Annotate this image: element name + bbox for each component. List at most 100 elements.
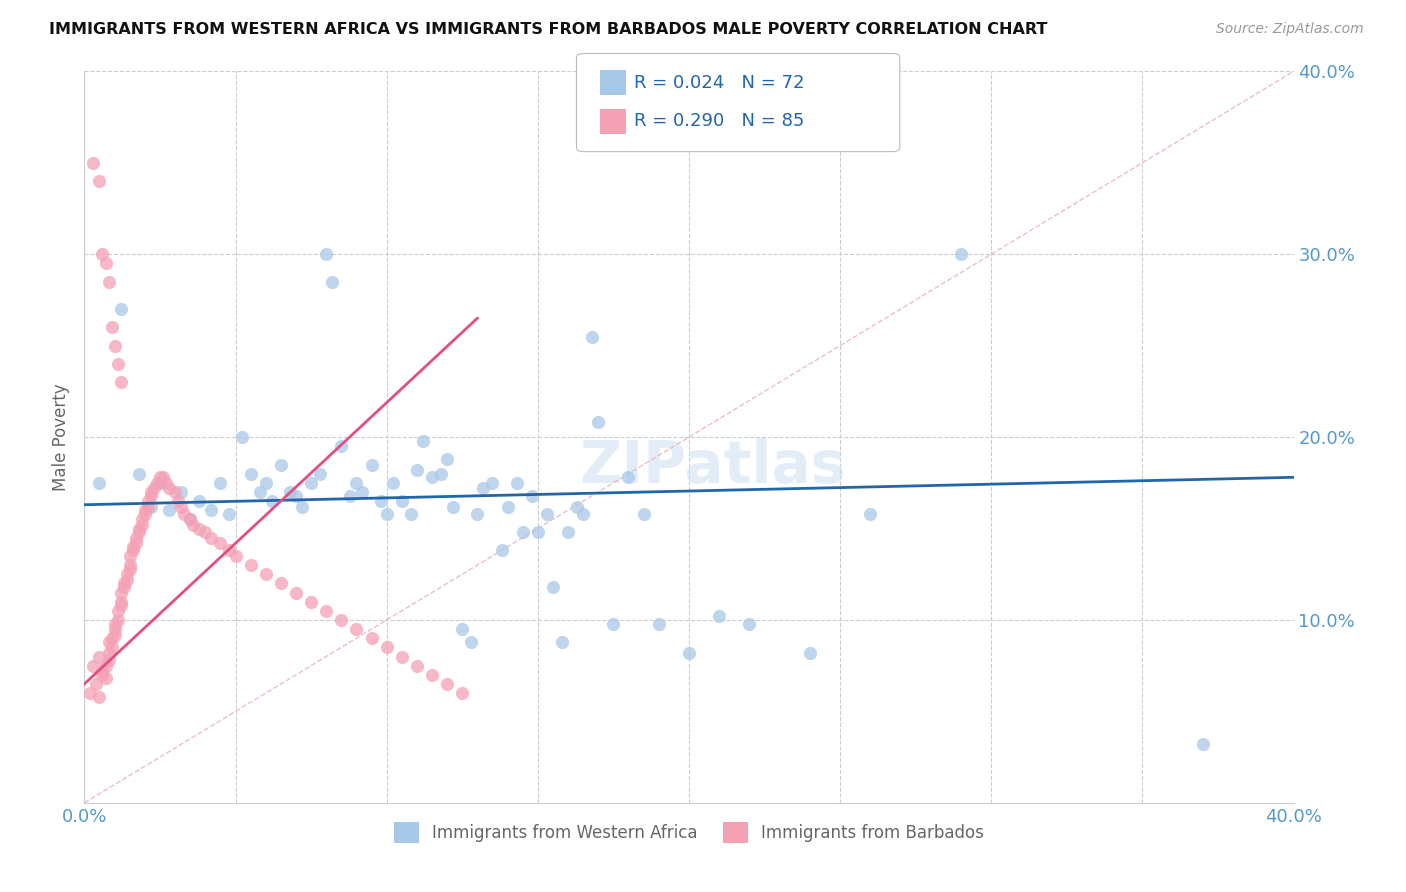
Point bbox=[194, 525, 217, 540]
Point bbox=[285, 585, 308, 599]
Point bbox=[412, 434, 434, 448]
Point bbox=[572, 507, 595, 521]
Point bbox=[79, 686, 101, 700]
Point bbox=[139, 489, 162, 503]
Point bbox=[309, 467, 332, 481]
Point bbox=[157, 481, 180, 495]
Point bbox=[115, 567, 138, 582]
Point bbox=[460, 635, 482, 649]
Point bbox=[299, 475, 322, 490]
Point bbox=[209, 536, 232, 550]
Point bbox=[188, 521, 211, 535]
Point bbox=[200, 531, 222, 545]
Point bbox=[200, 503, 222, 517]
Point bbox=[94, 658, 117, 673]
Point bbox=[420, 667, 443, 681]
Point bbox=[239, 558, 262, 573]
Point bbox=[391, 649, 413, 664]
Point bbox=[254, 475, 277, 490]
Point bbox=[375, 640, 398, 655]
Point bbox=[128, 521, 150, 535]
Point bbox=[128, 525, 150, 540]
Point bbox=[170, 485, 193, 500]
Legend: Immigrants from Western Africa, Immigrants from Barbados: Immigrants from Western Africa, Immigran… bbox=[387, 815, 991, 849]
Point bbox=[115, 573, 138, 587]
Point bbox=[167, 494, 190, 508]
Point bbox=[581, 329, 603, 343]
Point bbox=[557, 525, 579, 540]
Point bbox=[505, 475, 527, 490]
Point bbox=[100, 320, 122, 334]
Point bbox=[121, 543, 143, 558]
Point bbox=[134, 503, 156, 517]
Point bbox=[278, 485, 301, 500]
Text: R = 0.290   N = 85: R = 0.290 N = 85 bbox=[634, 112, 804, 130]
Point bbox=[110, 594, 132, 608]
Point bbox=[360, 458, 382, 472]
Point bbox=[104, 622, 127, 636]
Point bbox=[346, 622, 368, 636]
Point bbox=[225, 549, 247, 563]
Point bbox=[118, 562, 141, 576]
Point bbox=[118, 549, 141, 563]
Point bbox=[139, 500, 162, 514]
Point bbox=[107, 357, 129, 371]
Point bbox=[112, 576, 135, 591]
Point bbox=[112, 580, 135, 594]
Point bbox=[121, 540, 143, 554]
Point bbox=[588, 416, 610, 430]
Point bbox=[467, 507, 489, 521]
Point bbox=[91, 664, 114, 678]
Point bbox=[648, 616, 671, 631]
Point bbox=[134, 507, 156, 521]
Point bbox=[107, 604, 129, 618]
Point bbox=[125, 536, 148, 550]
Point bbox=[285, 489, 308, 503]
Point bbox=[94, 672, 117, 686]
Point bbox=[299, 594, 322, 608]
Point bbox=[512, 525, 534, 540]
Point bbox=[633, 507, 655, 521]
Point bbox=[950, 247, 973, 261]
Point bbox=[110, 599, 132, 613]
Point bbox=[188, 494, 211, 508]
Point bbox=[82, 658, 104, 673]
Point bbox=[128, 467, 150, 481]
Point bbox=[86, 677, 108, 691]
Point bbox=[209, 475, 232, 490]
Point bbox=[399, 507, 422, 521]
Point bbox=[346, 475, 368, 490]
Point bbox=[472, 481, 495, 495]
Point bbox=[330, 439, 353, 453]
Point bbox=[406, 463, 429, 477]
Point bbox=[315, 247, 337, 261]
Point bbox=[97, 275, 120, 289]
Point bbox=[541, 580, 564, 594]
Point bbox=[260, 494, 283, 508]
Point bbox=[370, 494, 392, 508]
Point bbox=[491, 543, 513, 558]
Point bbox=[270, 576, 292, 591]
Point bbox=[330, 613, 353, 627]
Point bbox=[218, 543, 240, 558]
Point bbox=[551, 635, 574, 649]
Point bbox=[738, 616, 761, 631]
Point bbox=[110, 585, 132, 599]
Point bbox=[82, 156, 104, 170]
Point bbox=[149, 470, 172, 484]
Point bbox=[100, 632, 122, 646]
Point bbox=[678, 646, 700, 660]
Point bbox=[799, 646, 821, 660]
Point bbox=[527, 525, 550, 540]
Point bbox=[104, 616, 127, 631]
Point bbox=[110, 301, 132, 317]
Point bbox=[441, 500, 464, 514]
Point bbox=[149, 475, 172, 490]
Point bbox=[181, 517, 204, 532]
Point bbox=[110, 375, 132, 389]
Point bbox=[360, 632, 382, 646]
Text: ZIPatlas: ZIPatlas bbox=[579, 438, 846, 495]
Point bbox=[709, 609, 731, 624]
Point bbox=[131, 517, 153, 532]
Text: IMMIGRANTS FROM WESTERN AFRICA VS IMMIGRANTS FROM BARBADOS MALE POVERTY CORRELAT: IMMIGRANTS FROM WESTERN AFRICA VS IMMIGR… bbox=[49, 22, 1047, 37]
